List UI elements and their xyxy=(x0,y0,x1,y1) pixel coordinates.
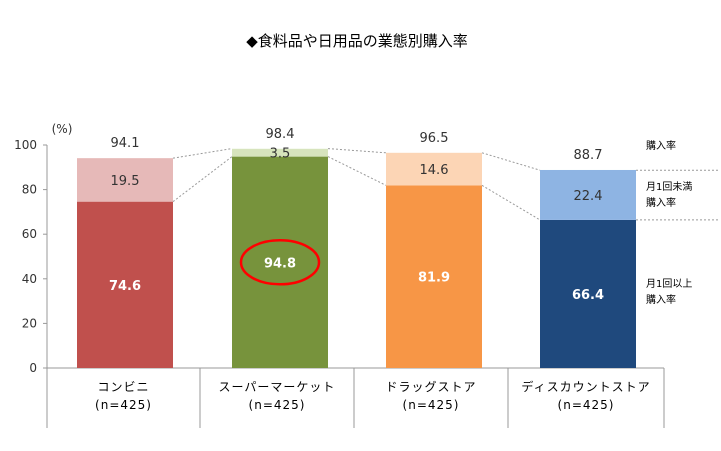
y-tick-label: 100 xyxy=(14,138,37,152)
plot-area: 0 20 40 60 80 100 74.6 19.5 94.1 コンビニ (n=425) 94.8 3… xyxy=(14,127,720,428)
category-sample-size: (n=425) xyxy=(558,398,615,412)
bar-segment-less-than-monthly xyxy=(232,148,328,157)
category-sample-size: (n=425) xyxy=(95,398,152,412)
bar-segment-monthly-or-more xyxy=(77,201,173,368)
data-label-upper: 3.5 xyxy=(270,147,291,162)
category-label: ディスカウントストア xyxy=(521,379,650,394)
category-label: ドラッグストア xyxy=(385,380,476,394)
legend-label-monthly-or-more: 購入率 xyxy=(646,293,676,306)
bar-segment-monthly-or-more xyxy=(386,185,482,368)
data-label-total: 94.1 xyxy=(111,136,140,151)
data-label-lower: 74.6 xyxy=(109,279,141,294)
data-label-upper: 14.6 xyxy=(420,163,449,178)
category-sample-size: (n=425) xyxy=(249,398,306,412)
connector-line-lower xyxy=(172,156,233,203)
y-tick-label: 20 xyxy=(22,316,37,330)
legend-label-monthly-or-more: 月1回以上 xyxy=(646,278,692,290)
bar-segment-less-than-monthly xyxy=(540,169,636,220)
y-tick-label: 40 xyxy=(22,272,37,286)
connector-line-total xyxy=(172,148,233,159)
data-label-lower: 81.9 xyxy=(418,271,450,286)
data-label-total: 98.4 xyxy=(266,127,295,142)
bar-segment-monthly-or-more xyxy=(232,156,328,368)
category-label: スーパーマーケット xyxy=(219,380,336,394)
bar-segment-less-than-monthly xyxy=(77,158,173,202)
connector-line-total xyxy=(481,152,541,171)
y-tick-label: 60 xyxy=(22,227,37,241)
chart-title: ◆食料品や日用品の業態別購入率 xyxy=(246,32,468,50)
data-label-total: 96.5 xyxy=(420,131,449,146)
connector-line-lower xyxy=(481,184,541,221)
data-label-total: 88.7 xyxy=(574,148,603,163)
y-axis-unit-label: (%) xyxy=(52,122,73,136)
data-label-upper: 19.5 xyxy=(111,174,140,189)
bar-segment-monthly-or-more xyxy=(540,219,636,368)
legend-label-less-than-monthly: 購入率 xyxy=(646,196,676,209)
connector-line-lower xyxy=(327,156,387,186)
legend-label-less-than-monthly: 月1回未満 xyxy=(646,181,692,193)
y-tick-label: 0 xyxy=(29,361,37,375)
category-label: コンビニ xyxy=(97,380,149,394)
legend-label-total: 購入率 xyxy=(646,139,676,152)
data-label-lower: 66.4 xyxy=(572,288,604,303)
bar-segment-less-than-monthly xyxy=(386,152,482,186)
y-tick-label: 80 xyxy=(22,183,37,197)
connector-line-total xyxy=(327,148,387,154)
data-label-lower: 94.8 xyxy=(264,256,296,271)
category-sample-size: (n=425) xyxy=(403,398,460,412)
data-label-upper: 22.4 xyxy=(574,189,603,204)
highlight-circle xyxy=(239,239,321,286)
